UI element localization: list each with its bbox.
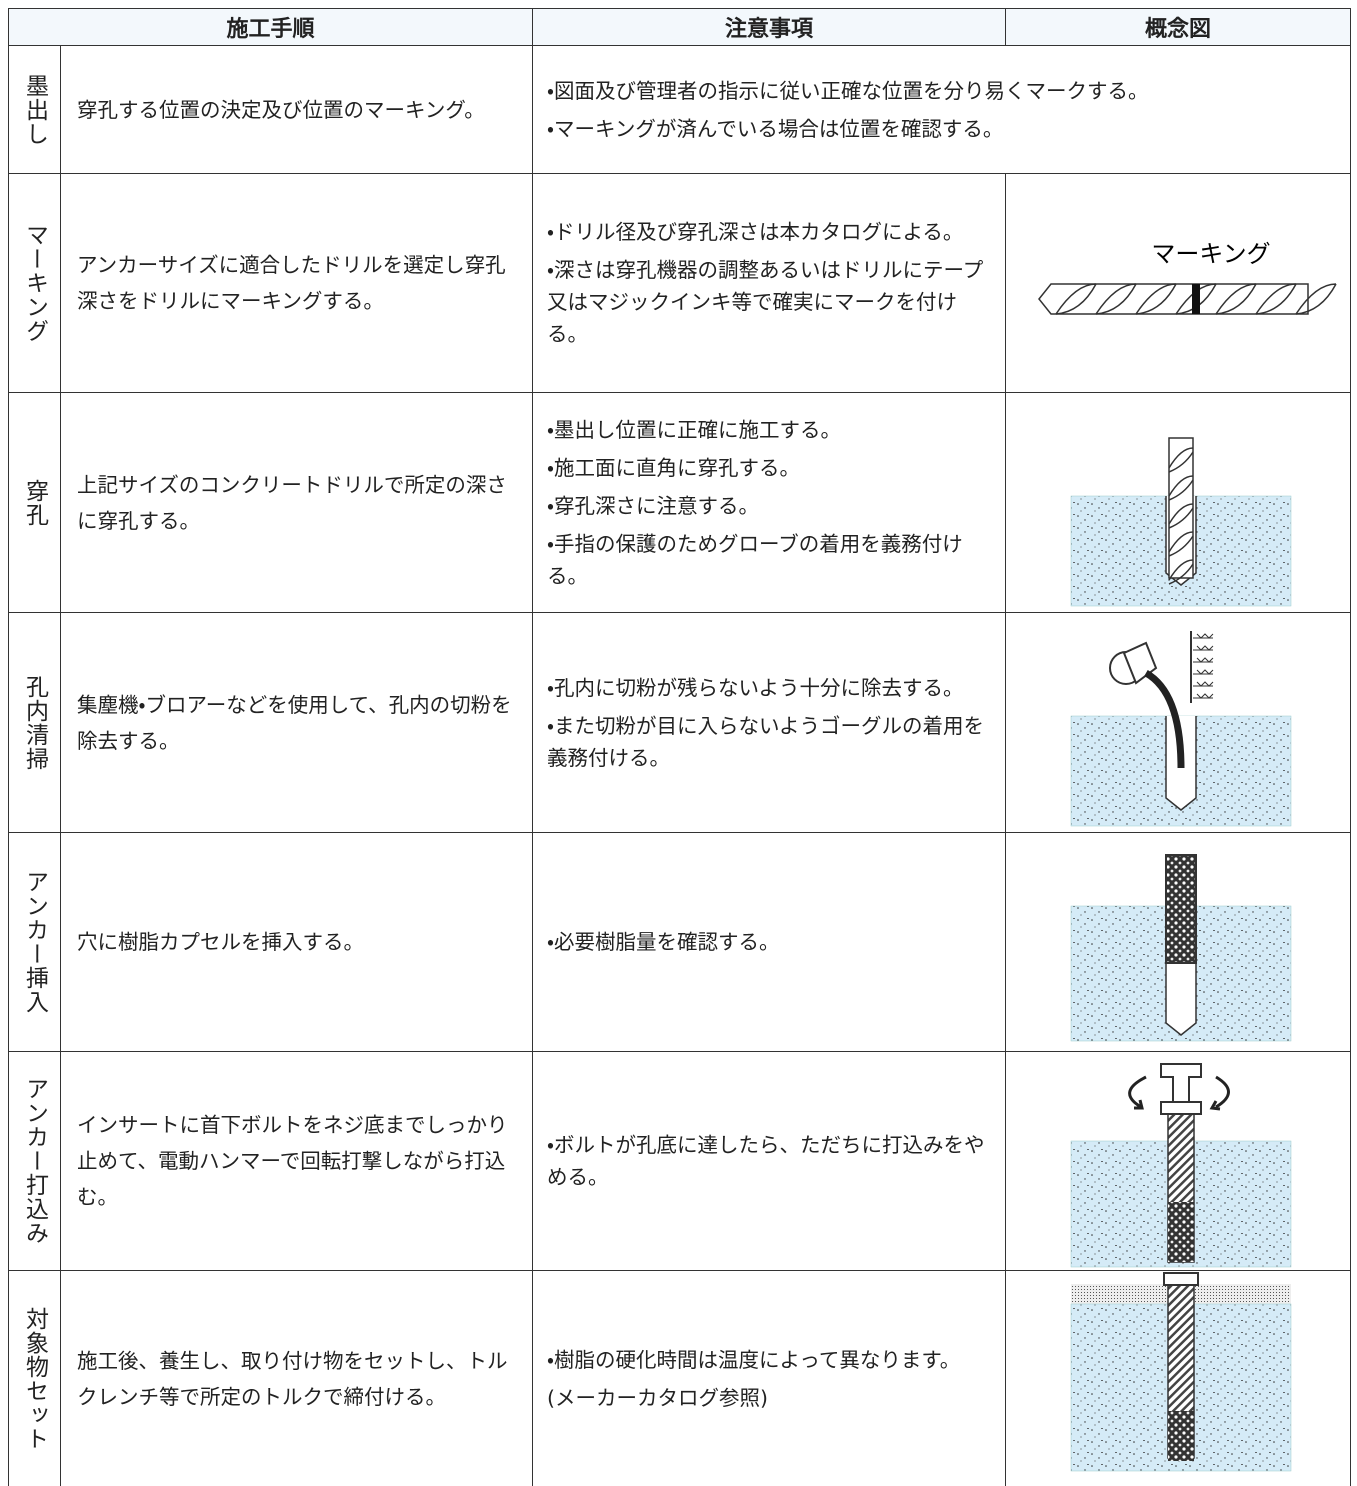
tube <box>1144 669 1185 768</box>
arrow <box>1128 1075 1147 1109</box>
bristle <box>1193 692 1214 699</box>
step-label: アンカー挿入 <box>21 870 48 1014</box>
diagram-cell <box>1005 1270 1351 1486</box>
note-text: ・マーキングが済んでいる場合は位置を確認する。 <box>547 116 1004 141</box>
step-cell: マーキング <box>8 173 61 393</box>
header-text: 注意事項 <box>724 17 813 42</box>
step-label: 穿孔 <box>21 478 48 527</box>
header-cell: 施工手順 <box>8 8 533 46</box>
note-text: ・図面及び管理者の指示に従い正確な位置を分り易くマークする。 <box>547 78 1149 103</box>
drill-flute <box>1295 282 1337 315</box>
procedure-text: インサートに首下ボルトをネジ底までしっかり止めて、電動ハンマーで回転打撃しながら… <box>77 1113 508 1209</box>
header-cell: 概念図 <box>1005 8 1351 46</box>
notes-cell: ・孔内に切粉が残らないよう十分に除去する。・また切粉が目に入らないようゴーグルの… <box>532 612 1006 833</box>
diagram: マーキング <box>1038 240 1337 315</box>
step-cell: アンカー打込み <box>8 1051 61 1271</box>
note-text: ・孔内に切粉が残らないよう十分に除去する。 <box>547 675 964 700</box>
note-text: ・穿孔深さに注意する。 <box>547 493 759 518</box>
step-label: 対象物セット <box>21 1306 48 1451</box>
diagram-cell <box>1005 1051 1351 1271</box>
diagram <box>1070 630 1292 826</box>
nut <box>1160 1100 1202 1115</box>
step-cell: 孔内清掃 <box>8 612 61 833</box>
drill-flute <box>1168 502 1194 529</box>
procedure-cell: 上記サイズのコンクリートドリルで所定の深さに穿孔する。 <box>60 392 533 613</box>
notes-cell: ・ドリル径及び穿孔深さは本カタログによる。・深さは穿孔機器の調整あるいはドリルに… <box>532 173 1006 393</box>
bristle <box>1193 680 1214 687</box>
diagram <box>1070 1062 1292 1267</box>
handle <box>1160 1062 1202 1103</box>
bristle <box>1193 632 1214 639</box>
procedure-cell: 穴に樹脂カプセルを挿入する。 <box>60 832 533 1052</box>
bristle <box>1193 668 1214 675</box>
procedure-text: 集塵機・ブロアーなどを使用して、孔内の切粉を除去する。 <box>77 692 512 753</box>
notes-cell: ・図面及び管理者の指示に従い正確な位置を分り易くマークする。 ・マーキングが済んで… <box>532 45 1351 174</box>
diagram-label: マーキング <box>1151 240 1270 268</box>
marking-band <box>1192 283 1200 314</box>
drill-flute <box>1168 558 1194 585</box>
step-cell: 対象物セット <box>8 1270 61 1486</box>
bristle <box>1193 644 1214 651</box>
drill-flute <box>1055 282 1097 315</box>
diagram-cell <box>1005 612 1351 833</box>
procedure-cell: 集塵機・ブロアーなどを使用して、孔内の切粉を除去する。 <box>60 612 533 833</box>
notes-cell: ・墨出し位置に正確に施工する。 ・施工面に直角に穿孔する。 ・穿孔深さに注意する。・… <box>532 392 1006 613</box>
note-text: ・樹脂の硬化時間は温度によって異なります。 <box>547 1347 961 1372</box>
note-text: ・必要樹脂量を確認する。 <box>547 930 780 954</box>
note-text: ・ドリル径及び穿孔深さは本カタログによる。 <box>547 220 964 244</box>
drill-flute <box>1255 282 1297 315</box>
drill-flute <box>1168 530 1194 557</box>
note-text: ・ボルトが孔底に達したら、ただちに打込みをやめる。 <box>547 1133 985 1189</box>
header-text: 施工手順 <box>226 17 315 42</box>
diagram <box>1070 853 1292 1041</box>
resin <box>1168 1410 1194 1461</box>
drill-flute <box>1168 446 1194 473</box>
header-text: 概念図 <box>1144 17 1211 42</box>
bristle <box>1193 656 1214 663</box>
diagram-cell <box>1005 392 1351 613</box>
procedure-text: アンカーサイズに適合したドリルを選定し穿孔深さをドリルにマーキングする。 <box>77 253 506 313</box>
drill-flute <box>1215 282 1257 315</box>
note-text: ・墨出し位置に正確に施工する。 <box>547 417 841 442</box>
drill-flute <box>1095 282 1137 315</box>
notes-cell: ・必要樹脂量を確認する。 <box>532 832 1006 1052</box>
note-text: (メーカーカタログ参照) <box>547 1385 768 1410</box>
procedure-cell: 穿孔する位置の決定及び位置のマーキング。 <box>60 45 533 174</box>
diagram <box>1070 1271 1292 1471</box>
step-label: アンカー打込み <box>21 1077 48 1245</box>
resin <box>1168 1201 1194 1262</box>
procedure-text: 穴に樹脂カプセルを挿入する。 <box>77 930 364 954</box>
note-text: ・深さは穿孔機器の調整あるいはドリルにテープ又はマジックインキ等で確実にマークを… <box>547 258 984 346</box>
drill-flute <box>1168 474 1194 501</box>
step-cell: アンカー挿入 <box>8 832 61 1052</box>
notes-cell: ・樹脂の硬化時間は温度によって異なります。 (メーカーカタログ参照) <box>532 1270 1006 1486</box>
procedure-text: 穿孔する位置の決定及び位置のマーキング。 <box>77 97 485 122</box>
header-cell: 注意事項 <box>532 8 1006 46</box>
drill-flute <box>1135 282 1177 315</box>
procedure-text: 上記サイズのコンクリートドリルで所定の深さに穿孔する。 <box>77 472 507 533</box>
nut <box>1163 1271 1199 1286</box>
diagram-cell: マーキング <box>1005 173 1351 393</box>
procedure-cell: アンカーサイズに適合したドリルを選定し穿孔深さをドリルにマーキングする。 <box>60 173 533 393</box>
step-label: 孔内清掃 <box>21 674 48 771</box>
step-label: 墨出し <box>21 73 48 146</box>
note-text: ・施工面に直角に穿孔する。 <box>547 455 800 480</box>
capsule <box>1165 853 1197 964</box>
procedure-cell: 施工後、養生し、取り付け物をセットし、トルクレンチ等で所定のトルクで締付ける。 <box>60 1270 533 1486</box>
arrow <box>1209 1075 1230 1110</box>
note-text: ・また切粉が目に入らないようゴーグルの着用を義務付ける。 <box>547 713 985 770</box>
step-cell: 穿孔 <box>8 392 61 613</box>
drill <box>1168 436 1194 579</box>
notes-cell: ・ボルトが孔底に達したら、ただちに打込みをやめる。 <box>532 1051 1006 1271</box>
step-cell: 墨出し <box>8 45 61 174</box>
diagram <box>1070 436 1292 606</box>
step-label: マーキング <box>21 223 48 343</box>
procedure-text: 施工後、養生し、取り付け物をセットし、トルクレンチ等で所定のトルクで締付ける。 <box>77 1348 508 1409</box>
procedure-cell: インサートに首下ボルトをネジ底までしっかり止めて、電動ハンマーで回転打撃しながら… <box>60 1051 533 1271</box>
diagram-cell <box>1005 832 1351 1052</box>
note-text: ・手指の保護のためグローブの着用を義務付ける。 <box>547 531 963 588</box>
